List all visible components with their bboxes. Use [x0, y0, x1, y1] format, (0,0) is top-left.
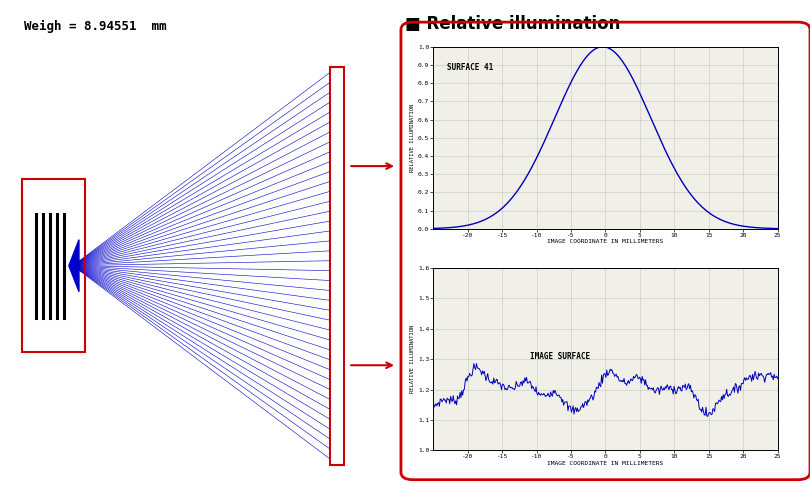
X-axis label: IMAGE COORDINATE IN MILLIMETERS: IMAGE COORDINATE IN MILLIMETERS — [548, 239, 663, 245]
Text: SURFACE 41: SURFACE 41 — [447, 63, 493, 72]
X-axis label: IMAGE COORDINATE IN MILLIMETERS: IMAGE COORDINATE IN MILLIMETERS — [548, 461, 663, 466]
Text: ■ Relative illumination: ■ Relative illumination — [405, 15, 620, 33]
Y-axis label: RELATIVE ILLUMINATION: RELATIVE ILLUMINATION — [410, 325, 416, 393]
Text: Weigh = 8.94551  mm: Weigh = 8.94551 mm — [24, 20, 167, 33]
Bar — [22, 179, 85, 352]
Y-axis label: RELATIVE ILLUMINATION: RELATIVE ILLUMINATION — [410, 104, 416, 172]
Polygon shape — [69, 240, 79, 292]
Bar — [330, 66, 344, 465]
Text: IMAGE SURFACE: IMAGE SURFACE — [530, 352, 590, 361]
